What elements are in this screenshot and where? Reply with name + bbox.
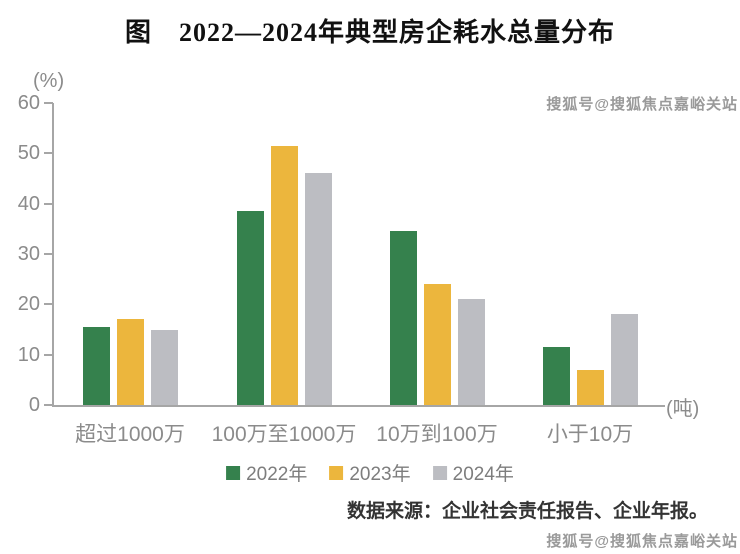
watermark-top-right: 搜狐号@搜狐焦点嘉峪关站	[546, 96, 738, 113]
x-axis-unit-label: (吨)	[666, 398, 700, 420]
bar-2023年-100万至1000万	[271, 145, 298, 405]
y-tick-mark	[44, 102, 53, 104]
legend-swatch	[226, 465, 241, 480]
data-source-note: 数据来源：企业社会责任报告、企业年报。	[346, 501, 708, 522]
legend: 2022年 2023年 2024年	[226, 459, 514, 486]
y-tick-mark	[44, 152, 53, 155]
x-axis-labels: 超过1000万 100万至1000万 10万到100万 小于10万	[0, 418, 740, 446]
y-tick-mark	[44, 404, 53, 406]
chart-title: 图 2022—2024年典型房企耗水总量分布	[124, 18, 615, 47]
bar-2024年-10万到100万	[458, 299, 485, 405]
x-axis-line	[52, 405, 665, 407]
bar-2024年-超过1000万	[151, 329, 178, 405]
bar-2022年-小于10万	[543, 347, 570, 405]
y-tick-label: 30	[17, 243, 40, 265]
bar-2023年-小于10万	[577, 369, 604, 405]
x-axis-label: 小于10万	[546, 423, 634, 446]
legend-swatch	[329, 465, 344, 480]
legend-item-2022年: 2022年	[226, 459, 307, 486]
bar-2022年-100万至1000万	[237, 211, 264, 405]
watermark-bottom-right: 搜狐号@搜狐焦点嘉峪关站	[546, 533, 738, 550]
legend-swatch	[432, 465, 447, 480]
y-tick-label: 0	[28, 394, 40, 416]
x-axis-label: 超过1000万	[75, 423, 185, 446]
y-tick-label: 20	[17, 293, 40, 316]
bar-2023年-超过1000万	[117, 319, 144, 405]
y-tick-mark	[44, 253, 53, 255]
bar-2024年-100万至1000万	[305, 173, 332, 405]
y-tick-label: 50	[17, 142, 40, 165]
y-axis-line	[52, 103, 54, 405]
bar-2023年-10万到100万	[424, 284, 451, 405]
y-axis-unit-label: (%)	[33, 70, 65, 92]
x-axis-label: 10万到100万	[376, 423, 498, 446]
plot-area: 0 10 20 30 40 50 60	[18, 92, 665, 416]
y-tick-label: 60	[17, 92, 40, 114]
bar-2024年-小于10万	[611, 314, 638, 405]
bar-group	[390, 103, 485, 405]
y-tick-mark	[44, 353, 53, 356]
bar-2022年-10万到100万	[390, 231, 417, 405]
bar-group	[83, 103, 178, 405]
y-tick-mark	[44, 202, 53, 205]
x-axis-label: 100万至1000万	[211, 423, 357, 446]
y-tick-label: 40	[17, 192, 40, 215]
legend-item-2023年: 2023年	[329, 459, 411, 486]
legend-label: 2022年	[246, 464, 308, 485]
legend-label: 2023年	[349, 464, 411, 485]
bar-2022年-超过1000万	[83, 326, 110, 405]
y-tick-label: 10	[17, 343, 40, 366]
bar-group	[543, 103, 638, 405]
bar-group	[237, 103, 332, 405]
legend-item-2024年: 2024年	[432, 459, 514, 486]
legend-label: 2024年	[452, 464, 514, 485]
y-tick-mark	[44, 303, 53, 306]
